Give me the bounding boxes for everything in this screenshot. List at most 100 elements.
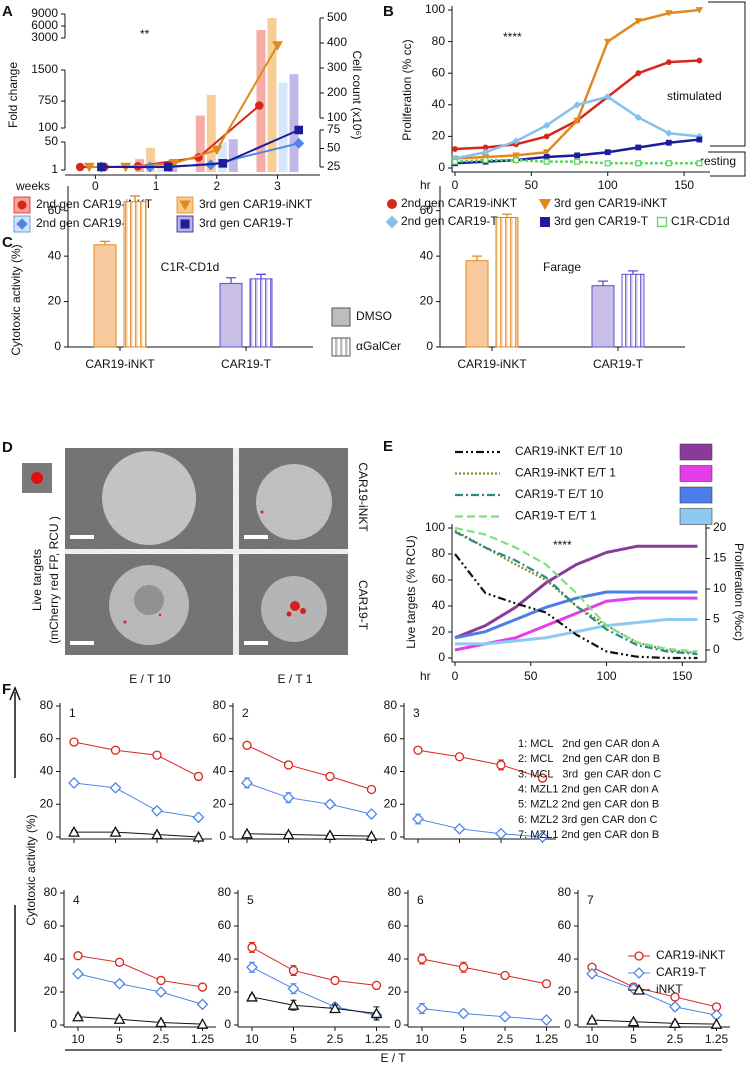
point — [543, 158, 550, 165]
y-tick-label: 50 — [45, 134, 59, 148]
x-tick-label: 2.5 — [497, 1032, 514, 1046]
point — [155, 986, 167, 998]
point — [603, 38, 612, 46]
y-tick-label: 40 — [420, 248, 434, 262]
panel-letter: F — [2, 681, 11, 698]
y-label: Cytotoxic activity (%) — [24, 814, 38, 925]
bar — [621, 273, 645, 348]
y-label: Proliferation (% cc) — [400, 39, 414, 140]
annotation: resting — [700, 154, 736, 168]
panel-letter: B — [383, 3, 394, 20]
y2-tick-label: 50 — [327, 141, 341, 155]
y-tick-label: 80 — [432, 34, 446, 48]
series-line — [591, 1019, 717, 1025]
y-tick-label: 80 — [558, 885, 572, 899]
y-tick-label: 40 — [558, 951, 572, 965]
y-tick-label: 80 — [432, 546, 446, 560]
annotation: ** — [140, 27, 150, 41]
panel-letter: C — [2, 234, 13, 251]
series-line — [77, 973, 203, 1005]
point — [696, 160, 703, 167]
x-tick-label: 1.25 — [535, 1032, 559, 1046]
series-line — [89, 44, 279, 168]
point — [73, 951, 83, 961]
point — [586, 1013, 598, 1025]
x-tick-label: 10 — [585, 1032, 599, 1046]
y-tick-label: 0 — [390, 829, 397, 843]
point — [254, 101, 264, 110]
point — [97, 162, 106, 172]
note: 2: MCL 2nd gen CAR don B — [518, 753, 660, 765]
legend-label: 3rd gen CAR19-T — [554, 214, 649, 228]
column-label: E / T 1 — [278, 672, 313, 686]
point — [452, 146, 458, 152]
point — [282, 828, 295, 840]
series-line — [77, 1016, 203, 1025]
legend-label: CAR19-iNKT E/T 10 — [515, 444, 623, 458]
point — [151, 828, 163, 840]
bracket — [708, 151, 746, 177]
proliferation-line — [455, 618, 698, 646]
y-tick-label: 0 — [54, 339, 61, 353]
x-tick-label: 10 — [415, 1032, 429, 1046]
point — [495, 827, 507, 840]
point — [540, 1014, 553, 1026]
x-tick-label: CAR19-T — [593, 357, 644, 371]
x-tick-label: 100 — [598, 178, 618, 192]
proliferation-line — [454, 544, 698, 640]
point — [109, 781, 122, 794]
point — [586, 967, 598, 980]
panel-number: 4 — [73, 893, 80, 907]
note: 5: MZL2 2nd gen CAR don B — [518, 799, 659, 811]
y-tick-label: 1500 — [31, 62, 58, 76]
bar — [465, 260, 489, 348]
scale-bar — [244, 641, 268, 645]
point — [573, 117, 581, 125]
bar — [267, 18, 277, 172]
y-tick-label: 60 — [432, 572, 446, 586]
y-tick-label: 20 — [384, 796, 398, 810]
point — [635, 160, 642, 167]
point — [68, 825, 80, 837]
legend-label: C1R-CD1d — [671, 214, 730, 228]
series-line — [417, 818, 543, 838]
legend-marker — [180, 219, 190, 229]
point — [282, 791, 295, 804]
red-signal — [290, 601, 300, 611]
x-tick-label: 150 — [672, 669, 692, 683]
x-label: E / T — [380, 1051, 406, 1065]
legend-marker — [16, 218, 28, 230]
series-line — [246, 782, 372, 815]
annotation: **** — [553, 538, 572, 552]
series-line — [591, 966, 717, 1008]
y-tick-label: 0 — [438, 160, 445, 174]
panel-number: 1 — [69, 706, 76, 720]
point — [287, 999, 300, 1010]
y-tick-label: 80 — [384, 698, 398, 712]
point — [156, 975, 166, 986]
y-tick-label: 40 — [384, 764, 398, 778]
arrow — [9, 686, 21, 778]
core — [134, 585, 164, 615]
point — [330, 975, 340, 986]
annotation: stimulated — [667, 89, 722, 103]
point — [246, 961, 258, 974]
bar — [195, 115, 205, 172]
point — [247, 942, 257, 953]
bar — [168, 167, 178, 172]
point — [72, 1010, 84, 1022]
y-tick-label: 0 — [46, 829, 53, 843]
y-tick-label: 20 — [420, 294, 434, 308]
point — [152, 750, 162, 760]
point — [634, 18, 643, 25]
x-tick-label: 2 — [213, 179, 220, 193]
series-line — [421, 958, 547, 985]
bar — [256, 30, 266, 172]
y-tick-label: 20 — [388, 984, 402, 998]
bar — [249, 278, 273, 348]
error-bar — [472, 255, 482, 261]
note: 3: MCL 3rd gen CAR don C — [518, 768, 661, 780]
y-tick-label: 100 — [38, 120, 58, 134]
y-tick-label: 20 — [40, 796, 54, 810]
